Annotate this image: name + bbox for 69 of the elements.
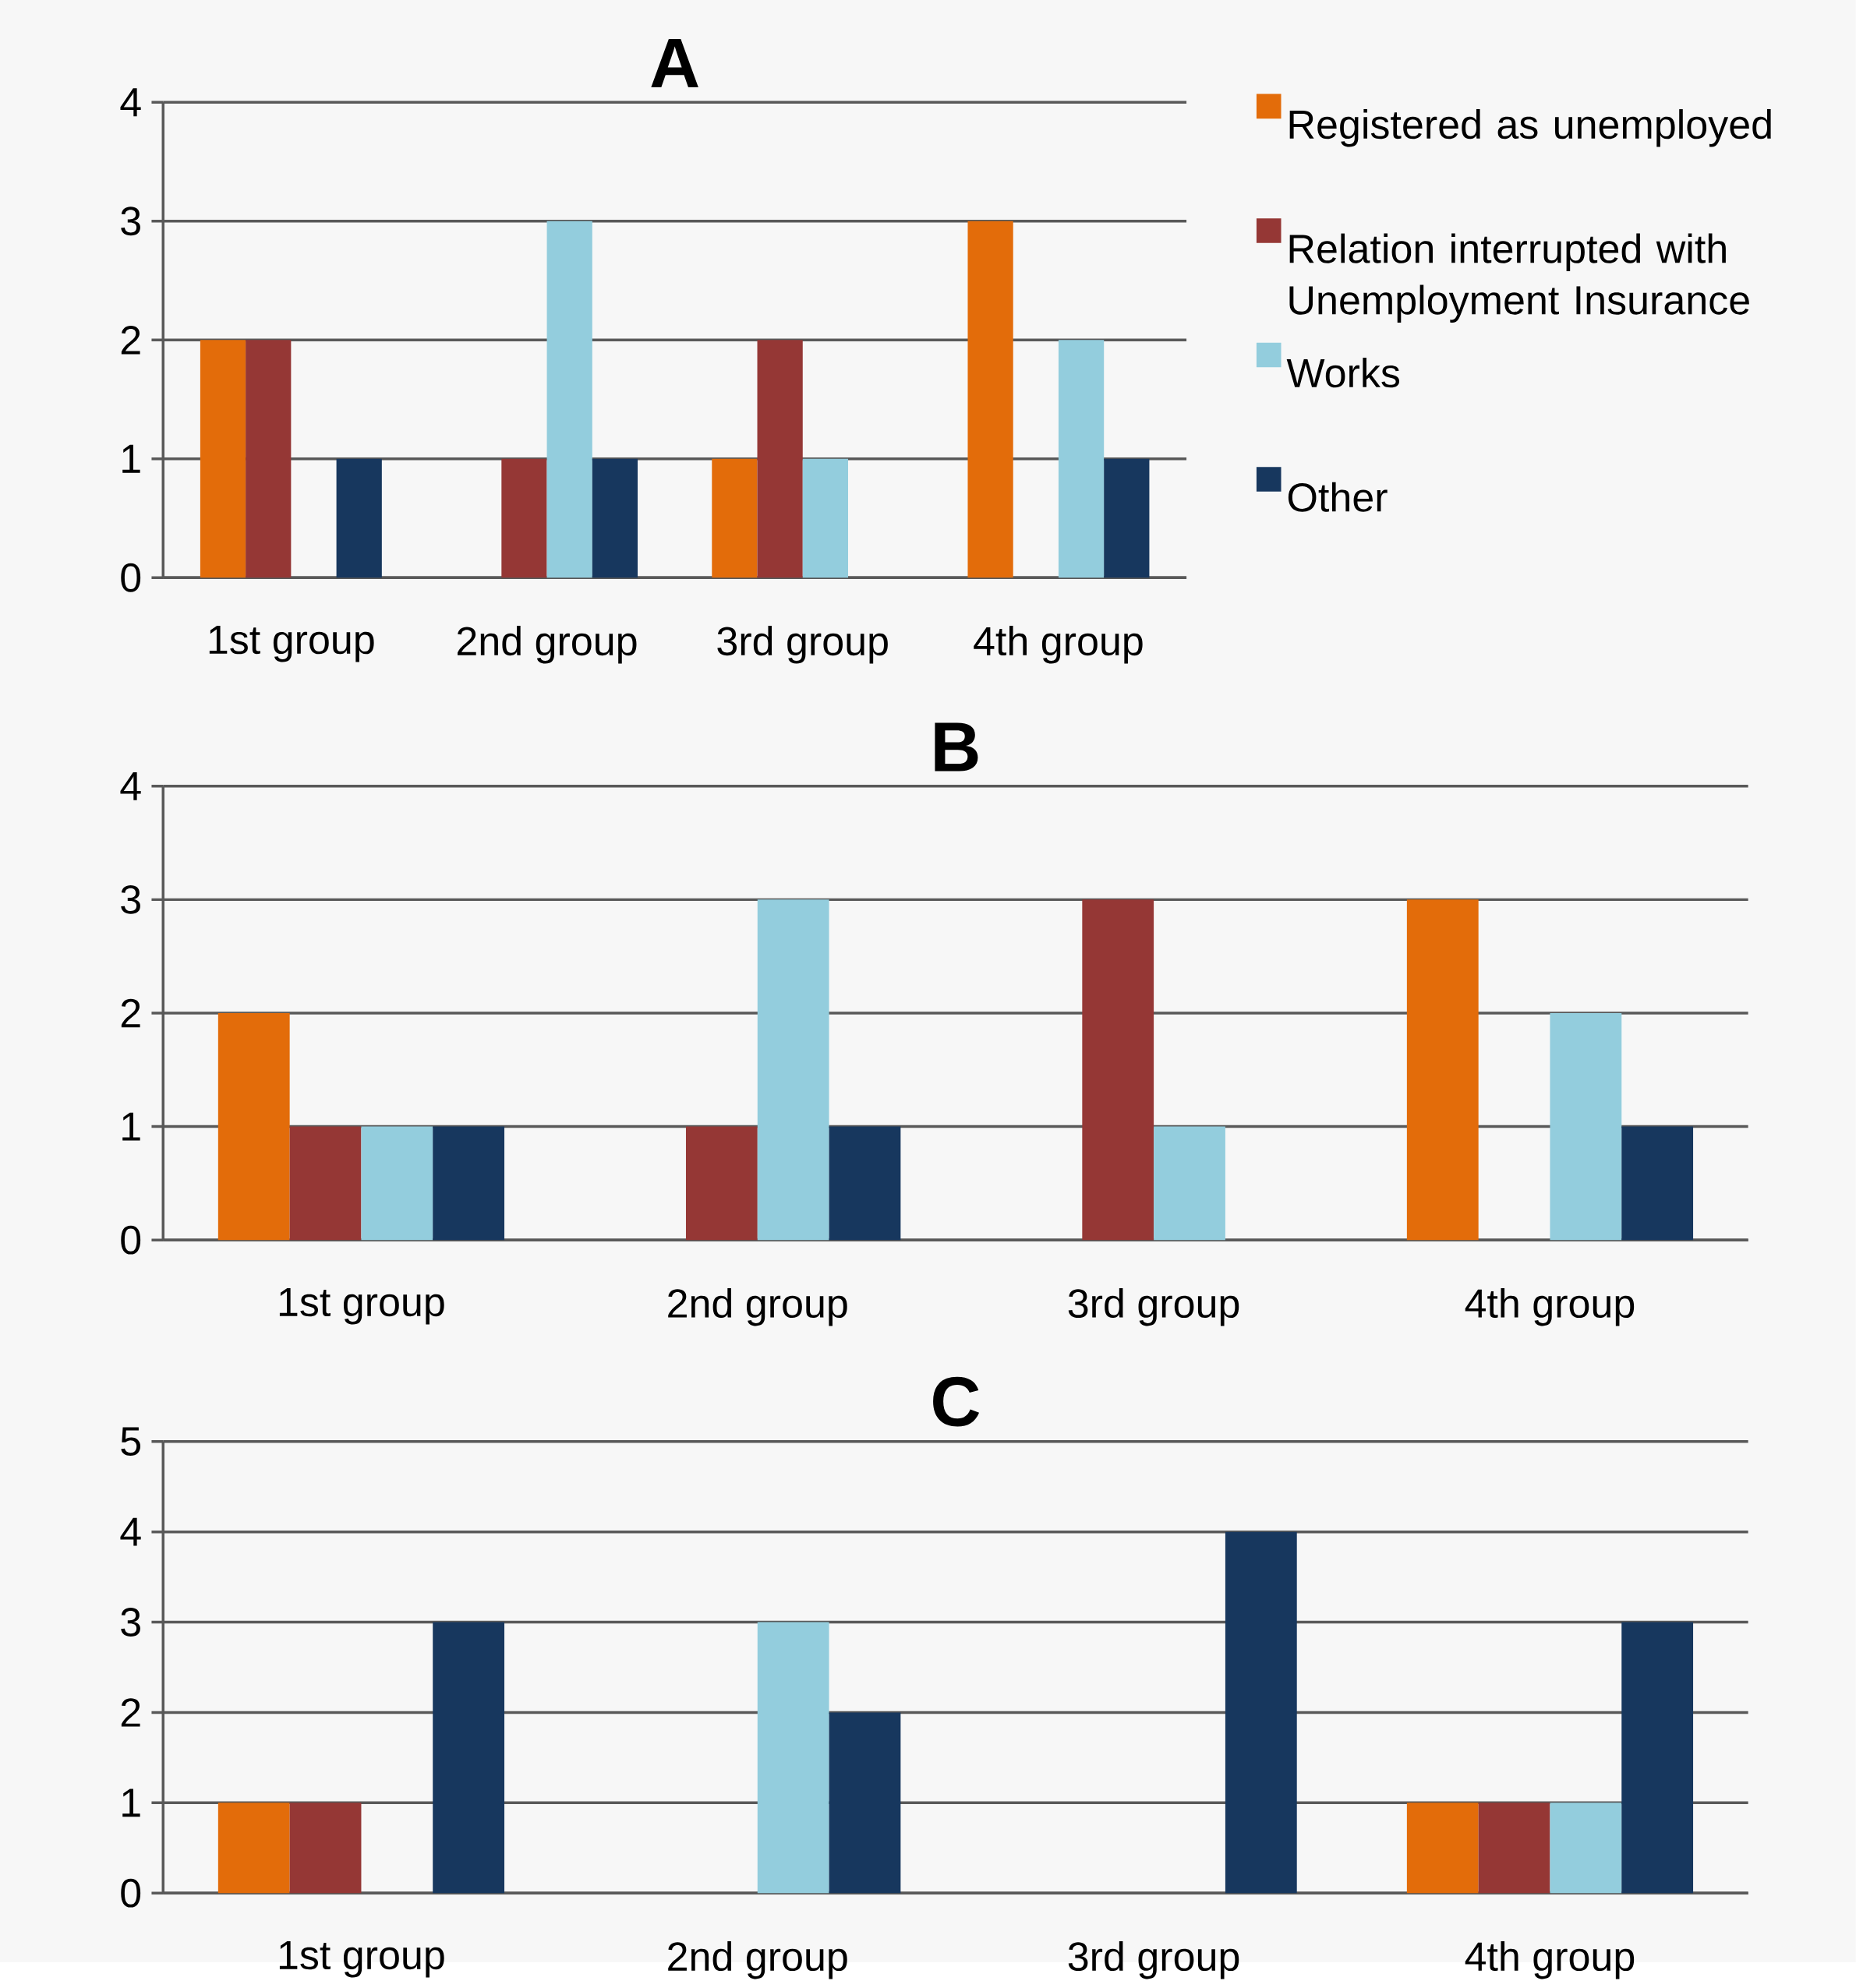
x-tick-label: 3rd group	[1068, 1940, 1239, 1979]
y-tick-label: 5	[121, 1427, 141, 1456]
bar	[1550, 1012, 1622, 1241]
y-tick-label: 0	[121, 563, 141, 592]
y-tick-label: 1	[122, 1788, 140, 1817]
x-tick-label: 1st group	[280, 1940, 444, 1978]
y-tick-label: 2	[121, 326, 140, 355]
bar	[501, 458, 547, 578]
x-tick-label: 1st group	[209, 626, 374, 662]
y-tick-label: 4	[120, 88, 141, 117]
bar	[1104, 458, 1150, 578]
bar	[336, 458, 382, 578]
x-tick-label: 2nd group	[668, 1287, 847, 1326]
bar	[686, 1126, 758, 1241]
bar	[1621, 1126, 1694, 1241]
x-tick-label: 3rd group	[717, 626, 888, 664]
bar	[592, 458, 638, 578]
bar	[433, 1622, 505, 1894]
legend-label: Works	[1286, 358, 1400, 388]
x-tick-label: 1st group	[280, 1287, 444, 1325]
bar	[829, 1712, 901, 1894]
bar	[757, 1622, 829, 1894]
bar	[246, 340, 292, 578]
y-tick-label: 3	[121, 1608, 141, 1637]
y-tick-label: 4	[120, 1517, 141, 1546]
y-tick-label: 4	[120, 772, 141, 800]
y-tick-label: 1	[122, 444, 140, 473]
legend-label: Relation interrupted with Unemployment Insurance	[1289, 233, 1749, 323]
x-tick-label: 2nd group	[668, 1940, 847, 1979]
legend-label: Registered as unemployed	[1289, 109, 1771, 147]
y-tick-label: 3	[121, 885, 141, 914]
bar	[1406, 1803, 1479, 1894]
bar	[802, 458, 849, 578]
y-tick-label: 0	[121, 1225, 141, 1255]
x-tick-label: 4th group	[1465, 1287, 1635, 1326]
bar	[433, 1126, 505, 1241]
bar	[967, 221, 1013, 578]
y-tick-label: 2	[121, 1698, 140, 1727]
y-tick-label: 2	[121, 998, 140, 1028]
chart-title: A	[651, 38, 698, 88]
y-tick-label: 1	[122, 1112, 140, 1141]
bar	[1082, 899, 1154, 1241]
bar	[217, 1012, 290, 1241]
y-tick-label: 0	[121, 1878, 141, 1908]
bar	[289, 1803, 362, 1894]
bar	[1478, 1803, 1550, 1894]
bar	[757, 340, 803, 578]
bar	[1406, 899, 1479, 1241]
x-tick-label: 2nd group	[458, 626, 637, 664]
bar	[217, 1803, 290, 1894]
bar	[289, 1126, 362, 1241]
bar	[361, 1126, 433, 1241]
bar	[1154, 1126, 1226, 1241]
bar	[757, 899, 829, 1241]
legend-label: Other	[1289, 482, 1388, 512]
bar	[546, 221, 592, 578]
chart-title: C	[933, 1376, 980, 1427]
x-tick-label: 3rd group	[1068, 1287, 1239, 1326]
bar	[1621, 1622, 1694, 1894]
x-tick-label: 4th group	[1465, 1940, 1635, 1979]
bar	[712, 458, 758, 578]
bar	[829, 1126, 901, 1241]
y-tick-label: 3	[121, 207, 141, 236]
bar	[1059, 340, 1105, 578]
chart-title: B	[935, 722, 978, 772]
bar	[1550, 1803, 1622, 1894]
bar	[1225, 1531, 1297, 1894]
x-tick-label: 4th group	[974, 626, 1143, 664]
bar	[200, 340, 246, 578]
